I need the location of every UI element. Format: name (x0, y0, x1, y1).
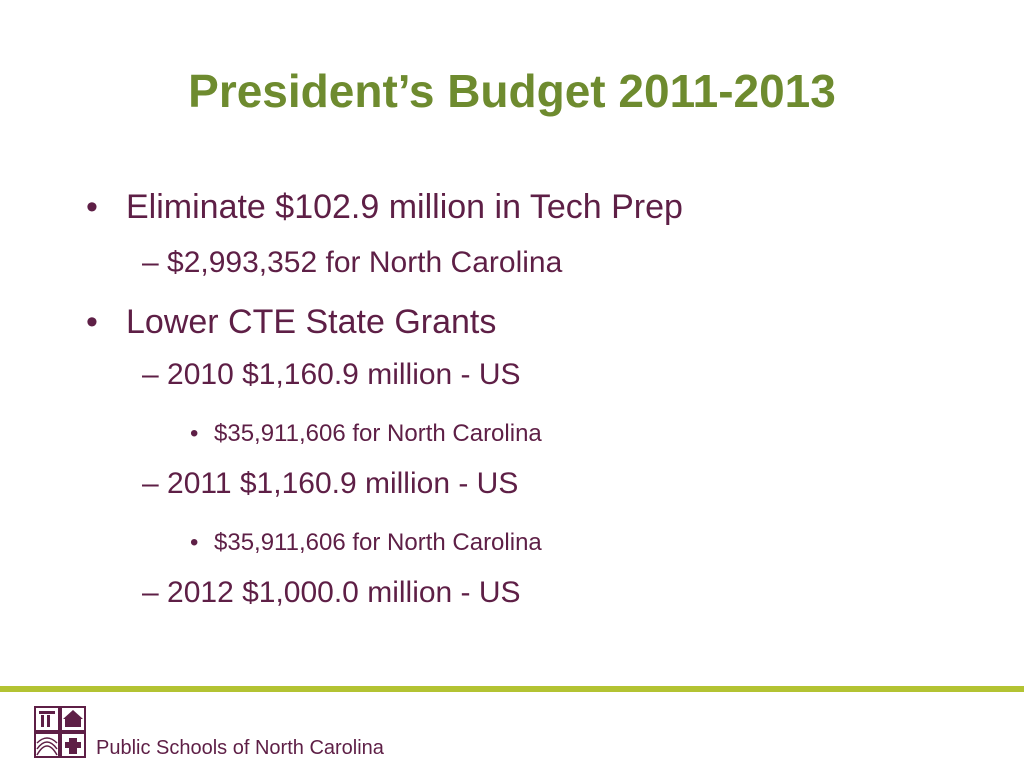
bullet-marker: • (86, 188, 98, 226)
sub-bullet-text: – $2,993,352 for North Carolina (142, 246, 563, 279)
detail-bullet-text: $35,911,606 for North Carolina (214, 420, 542, 447)
bullet-marker: • (86, 303, 98, 341)
bullet-text: Eliminate $102.9 million in Tech Prep (126, 188, 683, 226)
footer-divider (0, 686, 1024, 692)
sub-bullet-2011: – 2011 $1,160.9 million - US (142, 467, 518, 501)
footer-organization-name: Public Schools of North Carolina (96, 737, 384, 759)
nc-public-schools-seal-icon (32, 704, 88, 760)
bullet-text: Lower CTE State Grants (126, 303, 497, 341)
detail-bullet-text: $35,911,606 for North Carolina (214, 529, 542, 556)
sub-bullet-2012: – 2012 $1,000.0 million - US (142, 576, 521, 610)
detail-bullet-2010-nc: • $35,911,606 for North Carolina (190, 420, 542, 448)
sub-bullet-text: – 2010 $1,160.9 million - US (142, 358, 521, 391)
sub-bullet-text: – 2012 $1,000.0 million - US (142, 576, 521, 609)
slide-title: President’s Budget 2011-2013 (188, 65, 836, 117)
bullet-item-tech-prep: • Eliminate $102.9 million in Tech Prep (86, 188, 683, 227)
sub-bullet-2010: – 2010 $1,160.9 million - US (142, 358, 521, 392)
bullet-marker: • (190, 529, 199, 556)
sub-bullet-nc-tech-prep: – $2,993,352 for North Carolina (142, 246, 562, 280)
bullet-list: • Eliminate $102.9 million in Tech Prep … (86, 188, 683, 610)
bullet-item-cte-grants: • Lower CTE State Grants (86, 303, 497, 342)
bullet-marker: • (190, 420, 199, 447)
detail-bullet-2011-nc: • $35,911,606 for North Carolina (190, 529, 542, 557)
sub-bullet-text: – 2011 $1,160.9 million - US (142, 467, 519, 500)
